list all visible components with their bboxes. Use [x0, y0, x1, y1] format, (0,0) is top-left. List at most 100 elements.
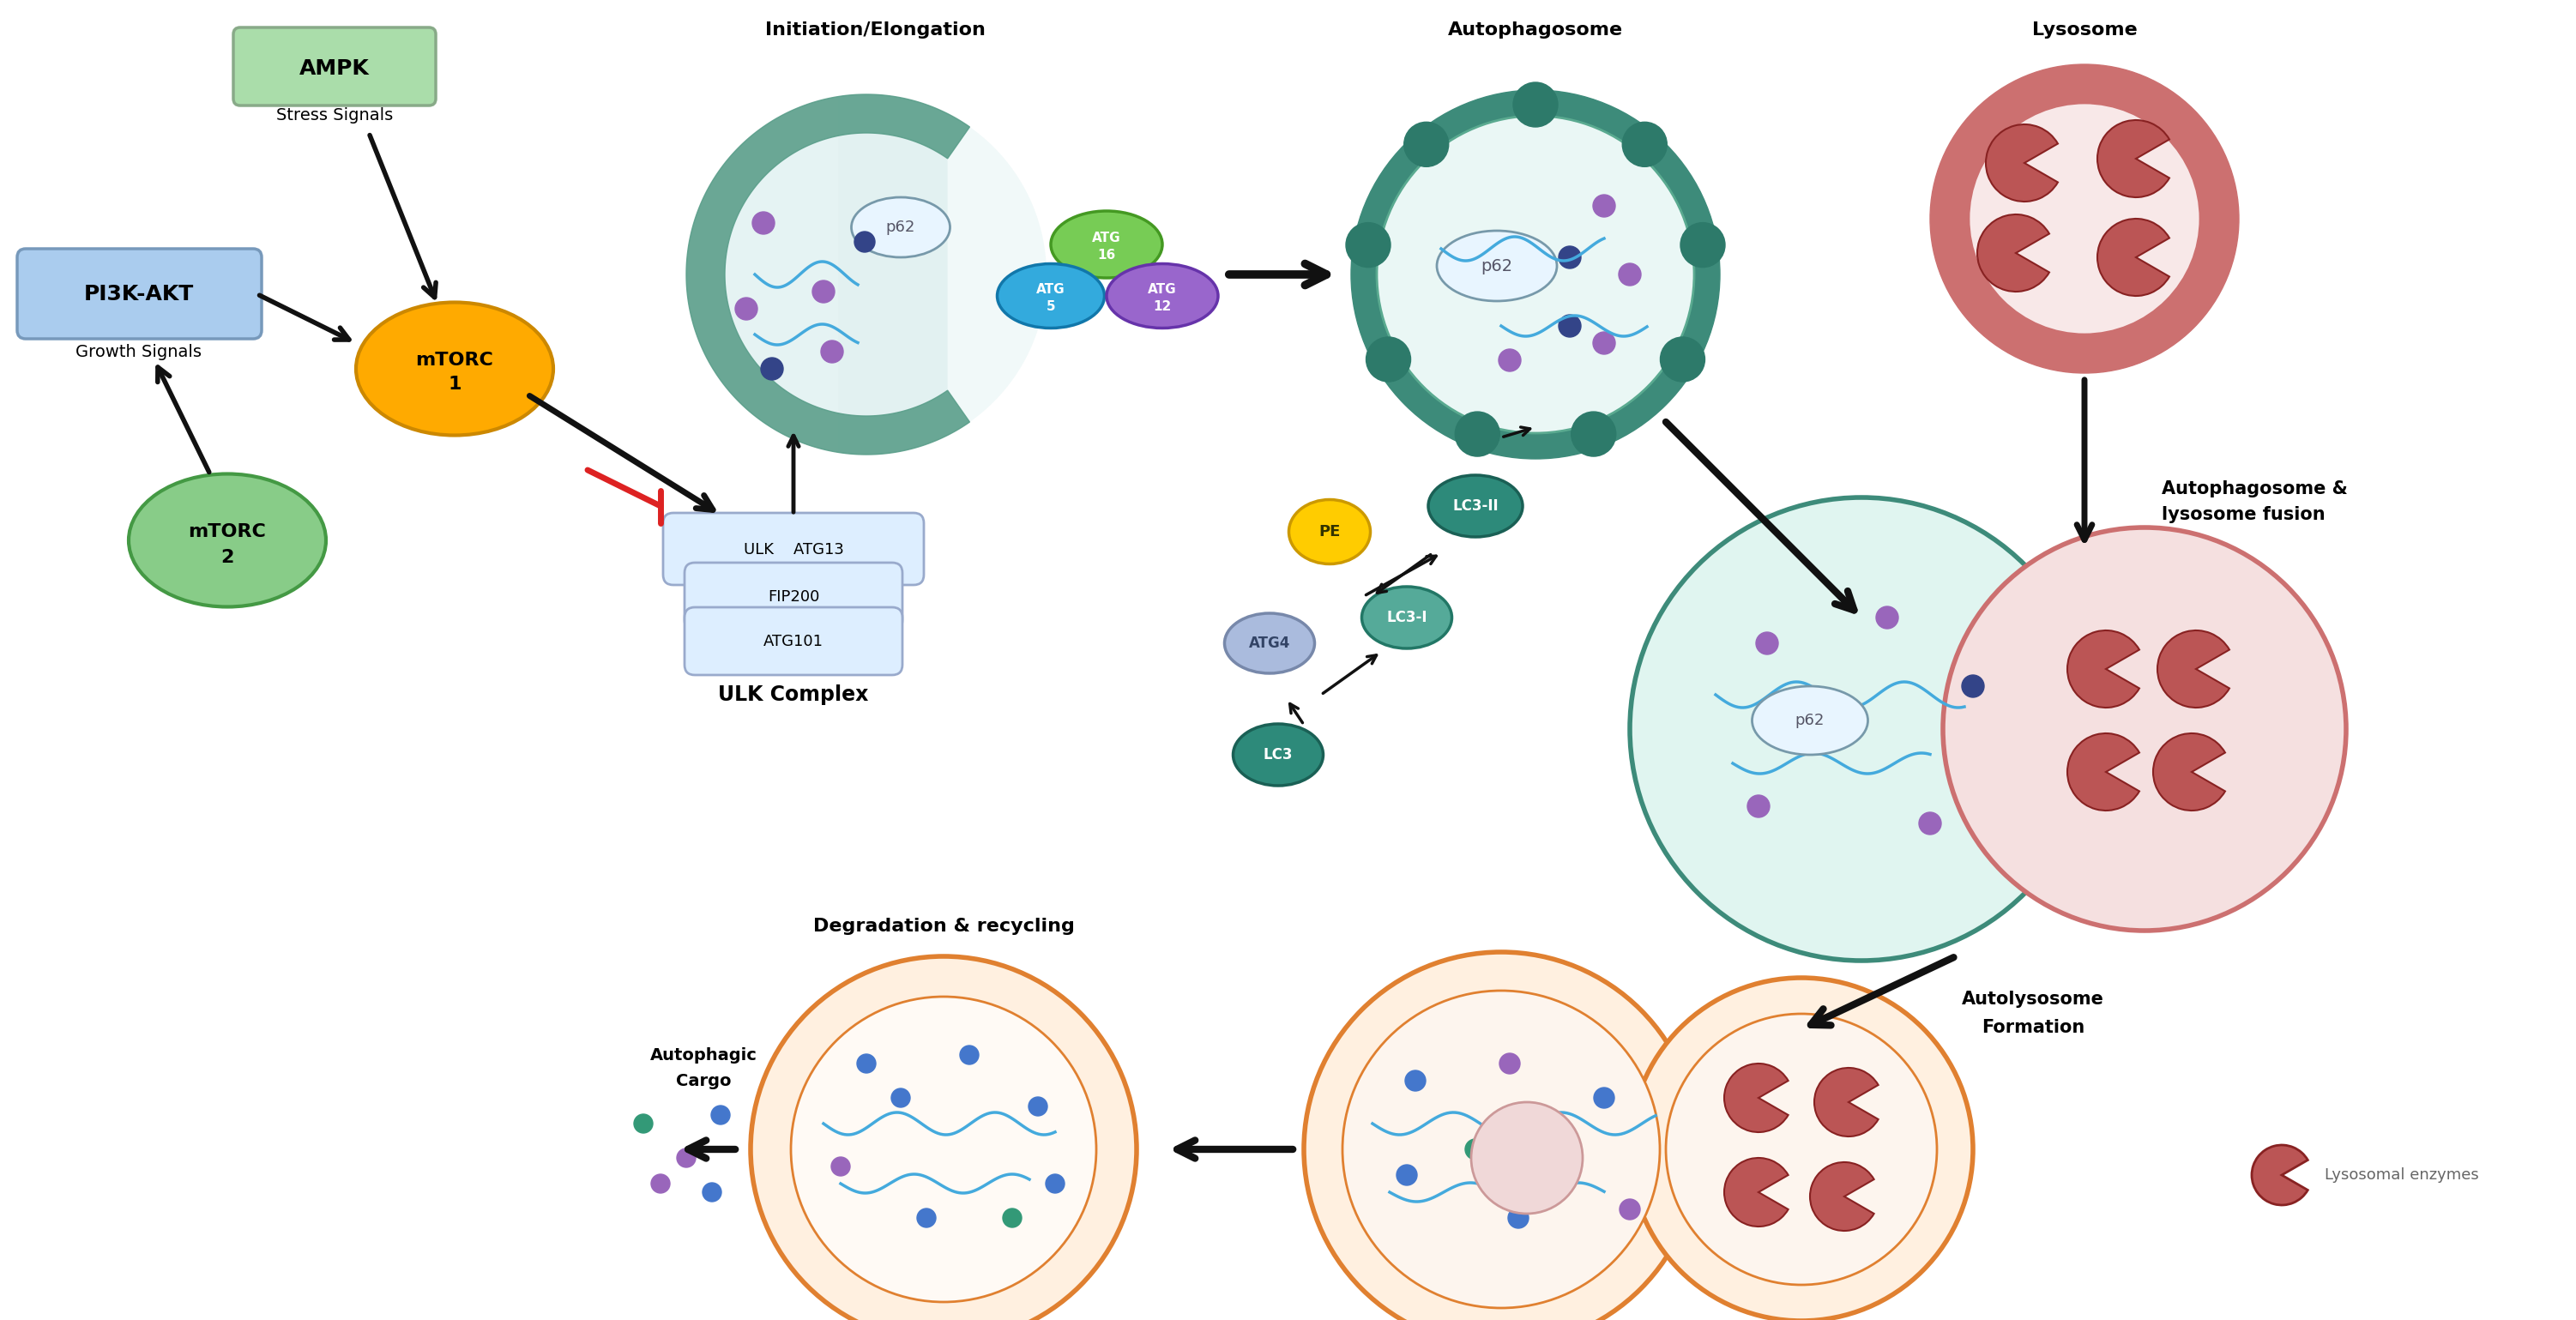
Ellipse shape — [1224, 614, 1314, 673]
Text: ULK    ATG13: ULK ATG13 — [744, 543, 842, 557]
Text: p62: p62 — [886, 219, 914, 235]
Circle shape — [703, 1183, 721, 1201]
Text: ATG: ATG — [1149, 284, 1177, 296]
Circle shape — [858, 1055, 876, 1073]
Wedge shape — [1723, 1064, 1788, 1133]
Text: ATG101: ATG101 — [762, 634, 824, 649]
Circle shape — [832, 1158, 850, 1176]
Circle shape — [891, 1089, 909, 1107]
Circle shape — [1662, 337, 1705, 381]
Wedge shape — [2069, 631, 2138, 708]
Text: p62: p62 — [1795, 713, 1824, 729]
Circle shape — [1968, 103, 2200, 334]
Text: LC3-II: LC3-II — [1453, 499, 1499, 513]
Circle shape — [1942, 528, 2347, 931]
Circle shape — [1404, 121, 1448, 166]
Circle shape — [791, 997, 1097, 1302]
Circle shape — [1028, 1097, 1048, 1115]
Text: 2: 2 — [222, 549, 234, 566]
Ellipse shape — [1051, 211, 1162, 279]
FancyBboxPatch shape — [18, 248, 263, 339]
Text: lysosome fusion: lysosome fusion — [2161, 506, 2326, 523]
FancyBboxPatch shape — [685, 562, 902, 631]
Text: Cargo: Cargo — [675, 1073, 732, 1089]
Text: PI3K-AKT: PI3K-AKT — [85, 284, 193, 305]
Text: LC3-I: LC3-I — [1386, 610, 1427, 626]
Circle shape — [1471, 1102, 1582, 1213]
Circle shape — [1512, 82, 1558, 127]
Circle shape — [1680, 223, 1726, 267]
Circle shape — [1499, 348, 1520, 371]
Circle shape — [1345, 223, 1391, 267]
Text: ATG4: ATG4 — [1249, 635, 1291, 651]
Text: AMPK: AMPK — [299, 58, 368, 79]
Text: 16: 16 — [1097, 249, 1115, 263]
Circle shape — [1618, 263, 1641, 285]
Circle shape — [1365, 337, 1412, 381]
Circle shape — [1571, 412, 1615, 457]
Polygon shape — [837, 94, 1046, 454]
Text: Lysosomal enzymes: Lysosomal enzymes — [2324, 1167, 2478, 1183]
Ellipse shape — [129, 474, 327, 607]
Circle shape — [752, 211, 775, 234]
Circle shape — [1499, 1053, 1520, 1074]
Circle shape — [750, 956, 1136, 1320]
Ellipse shape — [1288, 499, 1370, 564]
Circle shape — [1595, 1088, 1615, 1109]
Wedge shape — [1978, 214, 2050, 292]
Circle shape — [734, 297, 757, 319]
Circle shape — [1592, 194, 1615, 216]
Circle shape — [1667, 1014, 1937, 1284]
FancyBboxPatch shape — [662, 513, 925, 585]
Wedge shape — [2097, 219, 2169, 296]
Ellipse shape — [1108, 264, 1218, 329]
Ellipse shape — [1234, 723, 1324, 785]
Circle shape — [1002, 1209, 1023, 1228]
Circle shape — [1350, 90, 1721, 459]
Text: ATG: ATG — [1092, 232, 1121, 246]
Text: ATG: ATG — [1036, 284, 1066, 296]
Ellipse shape — [997, 264, 1105, 329]
Circle shape — [1963, 675, 1984, 697]
Circle shape — [1404, 1071, 1425, 1092]
Wedge shape — [1723, 1158, 1788, 1226]
Circle shape — [1757, 632, 1777, 655]
Circle shape — [1620, 1199, 1641, 1220]
Circle shape — [1376, 116, 1695, 433]
Text: Autophagosome: Autophagosome — [1448, 21, 1623, 38]
Text: FIP200: FIP200 — [768, 589, 819, 605]
Ellipse shape — [355, 302, 554, 436]
Circle shape — [1623, 121, 1667, 166]
Circle shape — [652, 1175, 670, 1193]
Circle shape — [1631, 978, 1973, 1320]
Text: Growth Signals: Growth Signals — [75, 343, 201, 360]
Polygon shape — [724, 133, 948, 416]
Circle shape — [1507, 1208, 1528, 1228]
Circle shape — [1929, 65, 2239, 374]
Circle shape — [1592, 331, 1615, 354]
Circle shape — [1558, 314, 1582, 337]
Text: p62: p62 — [1481, 257, 1512, 275]
Text: mTORC: mTORC — [415, 351, 495, 368]
Wedge shape — [1811, 1162, 1873, 1230]
Text: Lysosome: Lysosome — [2032, 21, 2138, 38]
Text: mTORC: mTORC — [188, 523, 265, 540]
Circle shape — [1396, 1164, 1417, 1185]
Text: 1: 1 — [448, 376, 461, 393]
Text: Degradation & recycling: Degradation & recycling — [814, 917, 1074, 935]
Circle shape — [1342, 990, 1659, 1308]
Wedge shape — [1986, 124, 2058, 202]
Ellipse shape — [853, 197, 951, 257]
Ellipse shape — [1427, 475, 1522, 537]
Text: 12: 12 — [1154, 301, 1172, 313]
Circle shape — [1919, 812, 1942, 834]
Text: Autolysosome: Autolysosome — [1963, 990, 2105, 1007]
Text: Formation: Formation — [1981, 1019, 2084, 1036]
Circle shape — [1046, 1175, 1064, 1193]
Circle shape — [1875, 606, 1899, 628]
Polygon shape — [685, 94, 969, 454]
Ellipse shape — [1752, 686, 1868, 755]
Circle shape — [1558, 246, 1582, 268]
Circle shape — [634, 1114, 652, 1133]
Circle shape — [1455, 412, 1499, 457]
